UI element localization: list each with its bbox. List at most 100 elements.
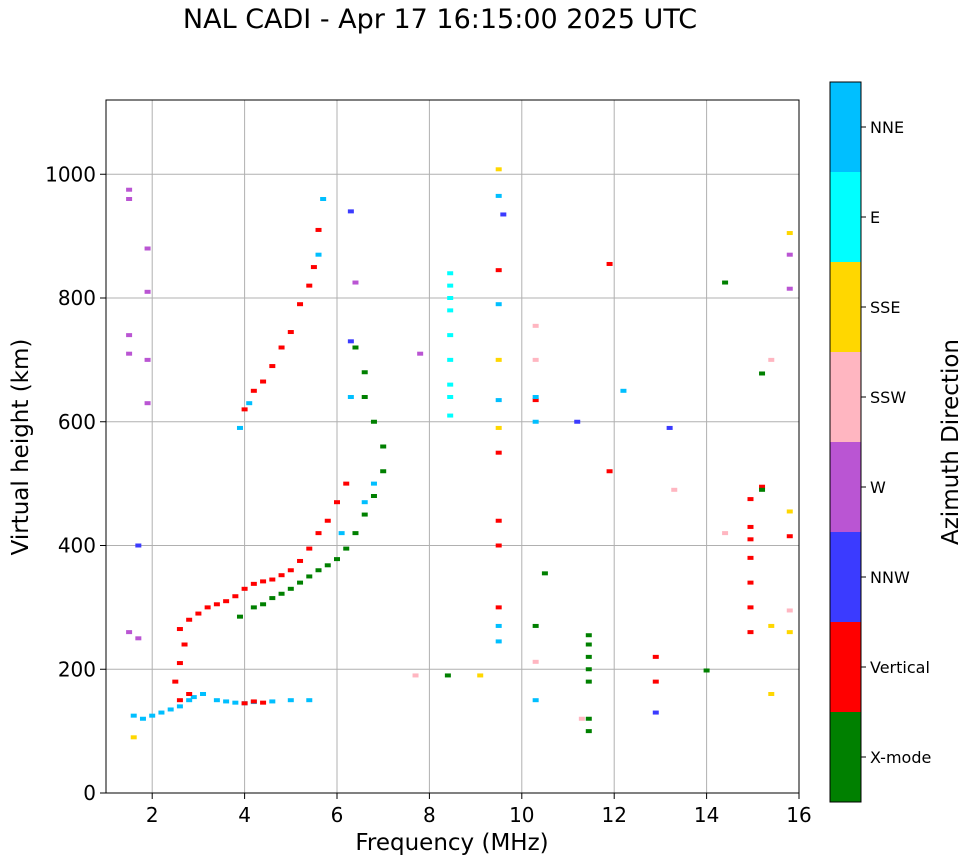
colorbar-tick-label: E: [870, 208, 880, 227]
colorbar-tick-label: SSW: [870, 388, 906, 407]
data-point: [768, 692, 775, 696]
series-scattered-nnw: [135, 209, 673, 715]
plot-area: [106, 100, 799, 793]
data-point: [334, 500, 340, 505]
data-point: [213, 698, 220, 703]
data-point: [126, 187, 133, 192]
data-point: [149, 713, 156, 718]
data-point: [250, 605, 257, 610]
data-point: [786, 630, 793, 635]
data-point: [532, 398, 539, 403]
data-point: [495, 193, 502, 198]
data-point: [343, 546, 350, 551]
data-point: [250, 388, 257, 393]
series-scattered-x-mode: [444, 280, 766, 678]
data-point: [495, 605, 502, 610]
data-point: [495, 623, 502, 628]
data-point: [139, 716, 146, 721]
series-scattered-vertical: [495, 261, 793, 684]
data-point: [747, 630, 754, 635]
data-point: [176, 627, 183, 632]
series-scattered-ssw: [412, 323, 793, 721]
data-point: [768, 623, 775, 628]
x-tick-label: 12: [601, 803, 626, 827]
x-tick-label: 4: [238, 803, 251, 827]
data-point: [269, 364, 276, 369]
data-point: [532, 357, 539, 362]
colorbar-tick-label: Vertical: [870, 658, 930, 677]
data-point: [768, 357, 775, 362]
x-tick-label: 10: [509, 803, 534, 827]
data-point: [232, 700, 239, 705]
data-point: [585, 679, 592, 684]
data-point: [447, 296, 454, 300]
data-point: [747, 580, 754, 585]
data-point: [541, 571, 548, 576]
data-point: [246, 401, 253, 406]
data-point: [310, 265, 317, 270]
data-point: [666, 425, 673, 430]
data-point: [447, 283, 454, 288]
y-axis-label: Virtual height (km): [8, 339, 34, 556]
data-point: [260, 602, 267, 607]
data-point: [144, 246, 151, 251]
data-point: [361, 512, 368, 517]
series-8-5-mhz-column: [447, 271, 454, 418]
data-point: [260, 579, 267, 584]
data-point: [447, 333, 454, 338]
y-axis: 0 200 400 600 800 1000: [45, 162, 106, 805]
data-point: [447, 271, 454, 276]
data-point: [338, 531, 345, 536]
data-point: [176, 661, 183, 666]
data-point: [315, 531, 322, 536]
data-point: [324, 563, 331, 568]
chart-title: NAL CADI - Apr 17 16:15:00 2025 UTC: [182, 4, 698, 35]
data-point: [306, 574, 313, 579]
data-point: [495, 450, 502, 455]
data-point: [260, 700, 267, 705]
data-point: [370, 419, 377, 424]
colorbar-tick-label: NNW: [870, 568, 910, 587]
data-point: [361, 500, 368, 505]
y-tick-label: 1000: [45, 162, 96, 186]
data-point: [126, 197, 133, 201]
data-point: [417, 351, 424, 356]
data-point: [532, 698, 539, 703]
data-point: [287, 698, 294, 703]
data-point: [412, 673, 419, 678]
data-point: [306, 546, 313, 551]
data-point: [606, 469, 613, 474]
colorbar-label: Azimuth Direction: [938, 339, 964, 545]
data-point: [297, 302, 304, 307]
data-point: [260, 379, 267, 384]
data-point: [144, 357, 151, 362]
data-point: [250, 581, 257, 586]
data-point: [722, 531, 729, 536]
colorbar-segment: [830, 352, 861, 442]
data-point: [585, 667, 592, 672]
data-point: [786, 286, 793, 291]
data-point: [287, 568, 294, 573]
data-point: [241, 701, 248, 706]
data-point: [315, 227, 322, 232]
data-point: [578, 716, 585, 721]
y-tick-label: 800: [58, 286, 96, 310]
data-point: [532, 419, 539, 424]
data-point: [135, 636, 142, 641]
colorbar-tick-label: SSE: [870, 298, 900, 317]
data-point: [130, 713, 137, 718]
data-point: [447, 395, 454, 399]
data-point: [652, 654, 659, 659]
data-point: [176, 698, 183, 703]
series-e-layer-vertical: [176, 692, 267, 706]
x-axis-label: Frequency (MHz): [355, 830, 548, 856]
data-point: [585, 633, 592, 638]
data-point: [232, 594, 239, 599]
data-point: [671, 487, 678, 492]
data-point: [495, 268, 502, 273]
colorbar: X-mode Vertical NNW W SSW SSE E NNE: [829, 81, 931, 803]
data-point: [269, 577, 276, 582]
x-axis: 2 4 6 8 10 12 14 16: [146, 793, 812, 827]
data-point: [186, 692, 193, 696]
data-point: [495, 167, 502, 172]
